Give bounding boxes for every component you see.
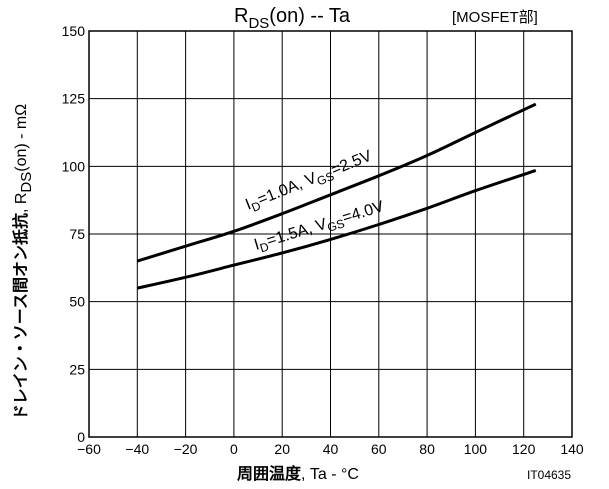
x-tick-label: 20 bbox=[274, 441, 290, 457]
x-tick-label: 80 bbox=[419, 441, 435, 457]
x-tick-labels: −60 −40 −20 0 20 40 60 80 100 120 140 bbox=[77, 441, 584, 457]
series-lines bbox=[136, 102, 537, 290]
y-tick-label: 0 bbox=[77, 429, 85, 445]
mosfet-tag: [MOSFET部] bbox=[452, 9, 538, 26]
x-tick-label: 40 bbox=[323, 441, 339, 457]
plot-frame bbox=[88, 30, 573, 438]
x-tick-label: −20 bbox=[174, 441, 198, 457]
x-axis-label: 周囲温度, Ta - °C bbox=[237, 464, 359, 483]
y-tick-label: 100 bbox=[62, 158, 86, 174]
x-tick-label: 60 bbox=[371, 441, 387, 457]
x-tick-label: 140 bbox=[560, 441, 584, 457]
y-tick-label: 25 bbox=[69, 361, 85, 377]
y-axis-label: ドレイン・ソース間オン抵抗, RDS(on) - mΩ bbox=[11, 104, 35, 421]
y-tick-label: 75 bbox=[69, 226, 85, 242]
series-line-1 bbox=[136, 102, 537, 263]
x-tick-label: 100 bbox=[464, 441, 488, 457]
y-tick-labels: 0 25 50 75 100 125 150 bbox=[62, 23, 86, 445]
x-tick-label: 0 bbox=[230, 441, 238, 457]
series-line-2 bbox=[136, 168, 537, 290]
y-tick-label: 150 bbox=[62, 23, 86, 39]
x-tick-label: −60 bbox=[77, 441, 101, 457]
y-tick-label: 125 bbox=[62, 91, 86, 107]
chart-title: RDS(on) -- Ta bbox=[234, 5, 351, 32]
y-tick-label: 50 bbox=[69, 294, 85, 310]
figure-code: IT04635 bbox=[527, 468, 571, 482]
x-tick-label: 120 bbox=[512, 441, 536, 457]
x-tick-label: −40 bbox=[125, 441, 149, 457]
